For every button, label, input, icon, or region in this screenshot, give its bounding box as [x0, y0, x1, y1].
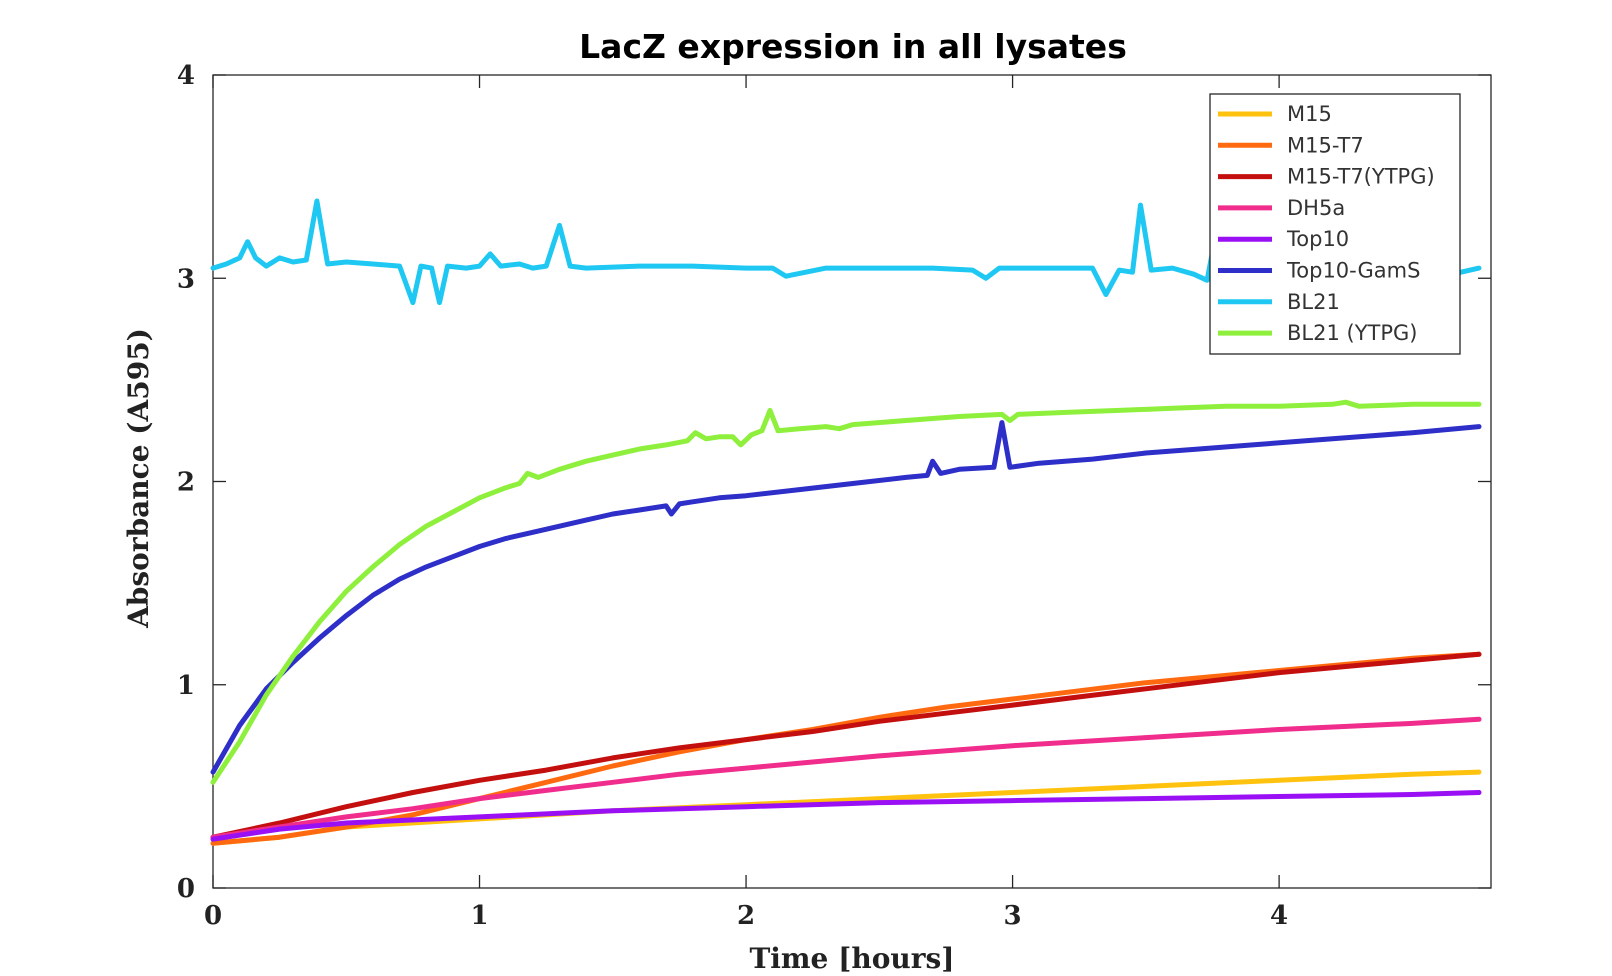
y-tick-label: 2	[177, 468, 195, 498]
x-tick-label: 0	[204, 901, 222, 931]
y-tick-label: 3	[177, 264, 195, 294]
legend-label-m15-t7-ytpg: M15-T7(YTPG)	[1287, 165, 1435, 189]
series-line-m15-t7	[210, 651, 1482, 846]
y-tick-label: 0	[177, 874, 195, 904]
y-axis-label: Absorbance (A595)	[122, 328, 155, 629]
x-axis-label: Time [hours]	[749, 942, 954, 975]
x-tick-label: 3	[1004, 901, 1022, 931]
series-line-dh5a	[210, 716, 1482, 840]
series-line-bl21	[210, 198, 1482, 306]
series-line-top10-gams	[210, 420, 1482, 775]
legend-box	[1209, 93, 1461, 355]
x-tick-label: 4	[1270, 901, 1288, 931]
legend-label-m15-t7: M15-T7	[1287, 133, 1364, 157]
series-line-top10	[210, 790, 1482, 842]
y-tick-label: 1	[177, 671, 195, 701]
ticks: 0 1 2 3 4 0 1 2 3 4	[177, 61, 1491, 931]
legend-label-m15: M15	[1287, 102, 1332, 126]
y-tick-label: 4	[177, 61, 195, 91]
legend: M15 M15-T7 M15-T7(YTPG) DH5a Top10 Top10-GamS…	[1209, 93, 1461, 355]
x-tick-label: 1	[470, 901, 488, 931]
chart-title: LacZ expression in all lysates	[579, 27, 1127, 66]
legend-label-dh5a: DH5a	[1287, 196, 1345, 220]
legend-label-top10-gams: Top10-GamS	[1286, 259, 1420, 283]
series-line-m15-t7-ytpg	[210, 651, 1482, 840]
x-tick-label: 2	[737, 901, 755, 931]
series-layer	[210, 198, 1482, 846]
legend-label-top10: Top10	[1286, 227, 1349, 251]
legend-label-bl21-ytpg: BL21 (YTPG)	[1287, 321, 1417, 345]
legend-label-bl21: BL21	[1287, 290, 1340, 314]
series-line-bl21-ytpg	[210, 399, 1482, 785]
